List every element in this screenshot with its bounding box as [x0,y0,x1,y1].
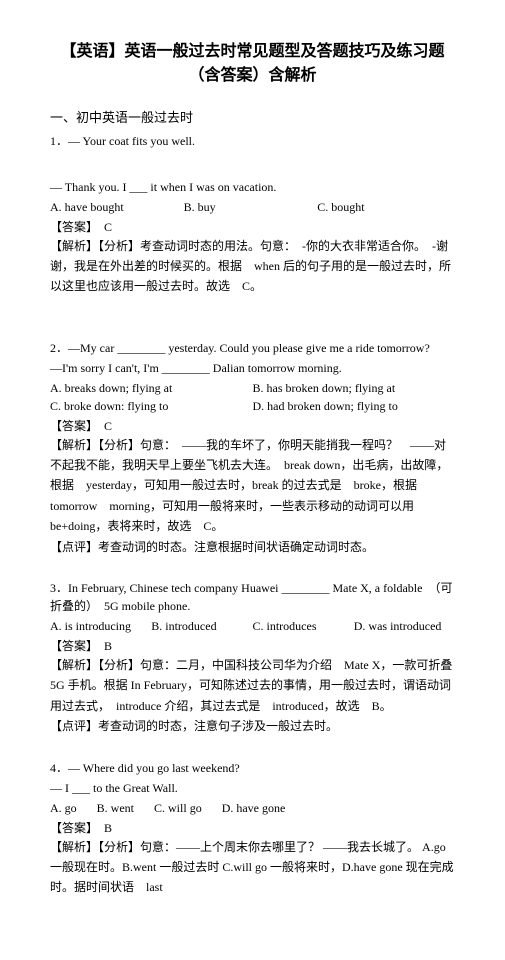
section-heading: 一、初中英语一般过去时 [50,108,455,128]
q2-stem2: —I'm sorry I can't, I'm ________ Dalian … [50,359,455,377]
q1-stem1: 1．— Your coat fits you well. [50,132,455,150]
q1-stem2: — Thank you. I ___ it when I was on vaca… [50,178,455,196]
q4-analysis: 【解析】【分析】句意：——上个周末你去哪里了？ ——我去长城了。 A.go 一般… [50,837,455,898]
q2-answer: 【答案】 C [50,417,455,435]
q2-options: A. breaks down; flying at B. has broken … [50,379,455,415]
q4-opt-b: B. went [97,799,134,817]
q2-opt-b: B. has broken down; flying at [253,379,456,397]
q3-opt-c: C. introduces [253,617,354,635]
q2-opt-c: C. broke down: flying to [50,397,253,415]
q3-answer: 【答案】 B [50,637,455,655]
q1-opt-b: B. buy [184,198,318,216]
question-3: 3．In February, Chinese tech company Huaw… [50,579,455,737]
q2-point: 【点评】考查动词的时态。注意根据时间状语确定动词时态。 [50,537,455,557]
q3-opt-a: A. is introducing [50,617,151,635]
q2-opt-d: D. had broken down; flying to [253,397,456,415]
q4-stem1: 4．— Where did you go last weekend? [50,759,455,777]
q2-stem1: 2．—My car ________ yesterday. Could you … [50,339,455,357]
q3-opt-d: D. was introduced [354,617,455,635]
q1-answer: 【答案】 C [50,218,455,236]
q1-options: A. have bought B. buy C. bought [50,198,455,216]
q2-opt-a: A. breaks down; flying at [50,379,253,397]
doc-title: 【英语】英语一般过去时常见题型及答题技巧及练习题 （含答案）含解析 [50,40,455,88]
q3-opt-b: B. introduced [151,617,252,635]
q4-opt-d: D. have gone [222,799,286,817]
q3-analysis: 【解析】【分析】句意：二月，中国科技公司华为介绍 Mate X，一款可折叠 5G… [50,655,455,716]
q1-opt-c: C. bought [317,198,451,216]
q3-point: 【点评】考查动词的时态，注意句子涉及一般过去时。 [50,716,455,736]
q2-analysis: 【解析】【分析】句意： ——我的车坏了，你明天能捎我一程吗？ ——对不起我不能，… [50,435,455,537]
q4-stem2: — I ___ to the Great Wall. [50,779,455,797]
q4-options: A. go B. went C. will go D. have gone [50,799,455,817]
q1-analysis: 【解析】【分析】考查动词时态的用法。句意： -你的大衣非常适合你。 -谢谢，我是… [50,236,455,297]
q3-options: A. is introducing B. introduced C. intro… [50,617,455,635]
q4-answer: 【答案】 B [50,819,455,837]
q3-stem: 3．In February, Chinese tech company Huaw… [50,579,455,615]
question-1: 1．— Your coat fits you well. — Thank you… [50,132,455,297]
q4-opt-a: A. go [50,799,77,817]
question-2: 2．—My car ________ yesterday. Could you … [50,339,455,557]
question-4: 4．— Where did you go last weekend? — I _… [50,759,455,898]
q1-opt-a: A. have bought [50,198,184,216]
q4-opt-c: C. will go [154,799,202,817]
